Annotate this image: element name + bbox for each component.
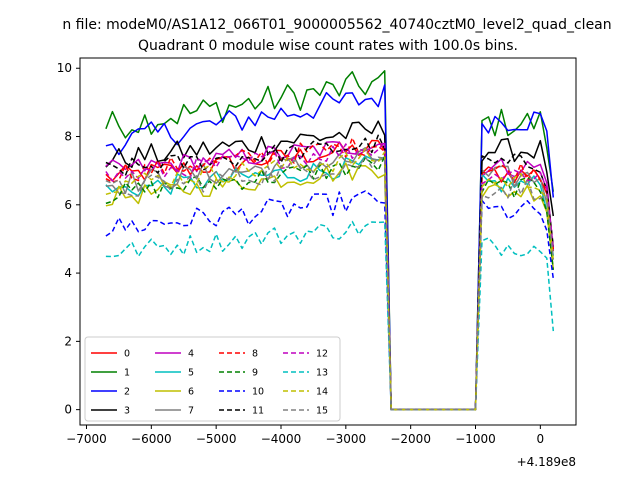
y-tick-label: 4 [64, 266, 72, 280]
x-tick-label: −6000 [131, 432, 172, 446]
legend-label-2: 2 [124, 387, 130, 398]
legend-label-6: 6 [188, 387, 194, 398]
y-tick-label: 0 [64, 403, 72, 417]
legend-label-3: 3 [124, 406, 130, 417]
legend-label-8: 8 [252, 349, 258, 360]
axes-frame [79, 57, 577, 426]
legend-label-11: 11 [252, 406, 264, 417]
y-tick-label: 8 [64, 130, 72, 144]
x-tick-label: −5000 [196, 432, 237, 446]
y-tick-label: 6 [64, 198, 72, 212]
legend-label-4: 4 [188, 349, 194, 360]
legend-box [84, 336, 341, 422]
x-tick-label: −4000 [261, 432, 302, 446]
legend-label-9: 9 [252, 368, 258, 379]
plot-area [105, 70, 555, 411]
legend-label-10: 10 [252, 387, 264, 398]
legend-label-7: 7 [188, 406, 194, 417]
y-tick-label: 2 [64, 334, 72, 348]
x-tick-label: 0 [537, 432, 545, 446]
legend-label-0: 0 [124, 349, 130, 360]
y-tick-label: 10 [57, 61, 72, 75]
x-tick-label: −3000 [326, 432, 367, 446]
legend-label-13: 13 [316, 368, 328, 379]
series-line-14 [105, 148, 555, 411]
series-line-12 [105, 141, 555, 411]
series-line-15 [105, 155, 555, 411]
y-axis: 0 2 4 6 8 10 [57, 61, 80, 417]
figure-suptitle: n file: modeM0/AS1A12_066T01_9000005562_… [62, 17, 611, 33]
legend-label-14: 14 [316, 387, 328, 398]
x-tick-label: −2000 [390, 432, 431, 446]
legend-label-15: 15 [316, 406, 328, 417]
legend-label-1: 1 [124, 368, 130, 379]
chart-title: Quadrant 0 module wise count rates with … [138, 38, 518, 54]
x-axis: −7000 −6000 −5000 −4000 −3000 −2000 −1000 0 [66, 425, 544, 446]
legend-label-5: 5 [188, 368, 194, 379]
x-tick-label: −1000 [455, 432, 496, 446]
legend-label-12: 12 [316, 349, 328, 360]
x-tick-label: −7000 [66, 432, 107, 446]
x-axis-offset-text: +4.189e8 [517, 455, 576, 469]
